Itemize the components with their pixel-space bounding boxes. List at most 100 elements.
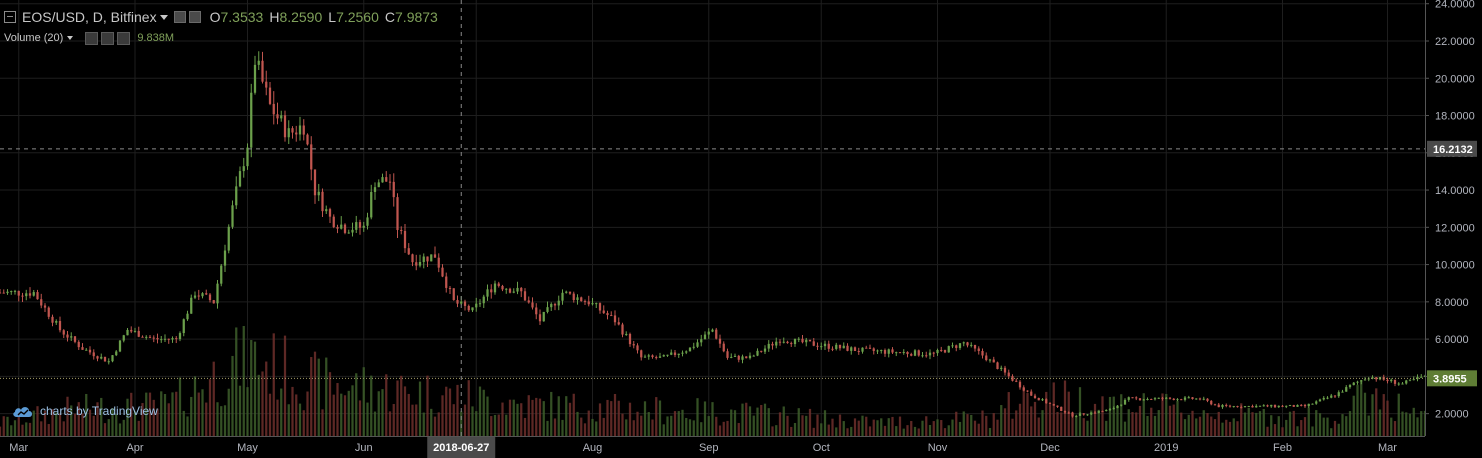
candle-body bbox=[1352, 382, 1355, 386]
volume-bar bbox=[1318, 413, 1322, 436]
candle-body bbox=[891, 349, 894, 353]
candle-body bbox=[598, 303, 602, 311]
volume-bar bbox=[486, 396, 489, 436]
candle-body bbox=[1116, 405, 1119, 409]
volume-bar bbox=[216, 402, 219, 436]
candle-body bbox=[1333, 395, 1337, 397]
candle-body bbox=[1101, 411, 1104, 413]
chevron-down-icon[interactable] bbox=[159, 14, 168, 20]
candle-body bbox=[1363, 379, 1367, 381]
candle-body bbox=[1063, 411, 1067, 413]
volume-label[interactable]: Volume (20) bbox=[4, 32, 64, 44]
candle-body bbox=[1060, 406, 1063, 412]
collapse-icon[interactable] bbox=[4, 11, 16, 23]
volume-bar bbox=[996, 419, 999, 436]
candle-body bbox=[362, 225, 365, 228]
candle-body bbox=[1187, 397, 1190, 399]
candle-body bbox=[872, 348, 875, 351]
candle-body bbox=[711, 329, 714, 332]
volume-bar bbox=[1217, 411, 1220, 436]
volume-legend: Volume (20) 9.838M bbox=[4, 30, 174, 46]
candle-body bbox=[111, 355, 114, 362]
volume-bar bbox=[373, 411, 377, 436]
candle-body bbox=[1082, 413, 1085, 415]
hide-icon[interactable] bbox=[188, 11, 201, 23]
candle-body bbox=[17, 290, 20, 296]
candle-body bbox=[917, 350, 920, 356]
candle-body bbox=[1281, 405, 1284, 407]
candle-body bbox=[175, 338, 178, 340]
volume-bar bbox=[1183, 419, 1187, 436]
volume-bar bbox=[512, 399, 515, 436]
candle-body bbox=[400, 229, 403, 231]
volume-bar bbox=[358, 400, 362, 436]
candle-body bbox=[118, 340, 122, 352]
volume-bar bbox=[625, 419, 628, 436]
volume-bar bbox=[126, 398, 129, 436]
candle-body bbox=[426, 256, 429, 262]
candle-body bbox=[1045, 399, 1048, 404]
volume-bar bbox=[793, 423, 797, 436]
volume-bar bbox=[722, 421, 725, 436]
volume-bar bbox=[186, 416, 189, 436]
symbol-label[interactable]: EOS/USD, D, Bitfinex bbox=[22, 9, 157, 25]
candle-body bbox=[231, 205, 234, 227]
candle-body bbox=[388, 181, 392, 183]
candle-body bbox=[636, 345, 639, 351]
volume-bar bbox=[100, 397, 103, 436]
volume-bar bbox=[790, 426, 793, 436]
volume-bar bbox=[688, 419, 692, 436]
candle-body bbox=[355, 222, 358, 230]
tradingview-branding[interactable]: charts by TradingView bbox=[12, 404, 158, 418]
volume-bar bbox=[1000, 405, 1003, 436]
volume-bar bbox=[580, 417, 583, 436]
candle-body bbox=[726, 351, 729, 358]
volume-bar bbox=[1341, 414, 1344, 436]
volume-bar bbox=[1052, 382, 1055, 436]
candle-body bbox=[1273, 404, 1277, 408]
x-tick-label: Apr bbox=[126, 442, 143, 454]
volume-bar bbox=[283, 335, 287, 436]
settings-icon[interactable] bbox=[173, 11, 186, 23]
volume-bar bbox=[658, 400, 662, 436]
candle-body bbox=[58, 321, 62, 331]
candle-body bbox=[572, 293, 575, 301]
volume-bar bbox=[235, 327, 238, 436]
candle-body bbox=[340, 224, 343, 229]
volume-bar bbox=[797, 408, 800, 436]
hide-icon[interactable] bbox=[101, 31, 115, 45]
candle-body bbox=[133, 330, 137, 332]
candle-body bbox=[940, 349, 943, 351]
candle-body bbox=[190, 297, 193, 314]
volume-bar bbox=[666, 416, 669, 436]
high-value: 8.2590 bbox=[279, 9, 323, 25]
volume-bar bbox=[977, 423, 980, 436]
candle-body bbox=[1341, 391, 1344, 393]
volume-bar bbox=[763, 403, 767, 436]
volume-bar bbox=[336, 383, 339, 436]
candle-body bbox=[876, 350, 879, 352]
candle-body bbox=[291, 128, 294, 133]
candle-body bbox=[403, 230, 407, 249]
volume-bar bbox=[711, 402, 714, 436]
settings-icon[interactable] bbox=[85, 31, 99, 45]
volume-bar bbox=[531, 399, 534, 436]
volume-bar bbox=[381, 389, 384, 436]
close-icon[interactable] bbox=[117, 31, 131, 45]
candle-body bbox=[253, 64, 257, 93]
x-tick-label: Oct bbox=[813, 442, 830, 454]
volume-bar bbox=[1026, 393, 1029, 436]
volume-bar bbox=[287, 404, 290, 436]
volume-bar bbox=[317, 358, 320, 436]
volume-bar bbox=[767, 408, 770, 436]
volume-bar bbox=[861, 415, 864, 436]
candle-body bbox=[505, 288, 508, 290]
volume-bar bbox=[1048, 404, 1052, 436]
chevron-down-icon[interactable] bbox=[67, 36, 74, 40]
grid bbox=[0, 0, 1425, 436]
volume-bar bbox=[1003, 408, 1007, 436]
candle-body bbox=[1217, 404, 1220, 408]
candle-body bbox=[1266, 405, 1269, 407]
candle-body bbox=[313, 169, 317, 196]
